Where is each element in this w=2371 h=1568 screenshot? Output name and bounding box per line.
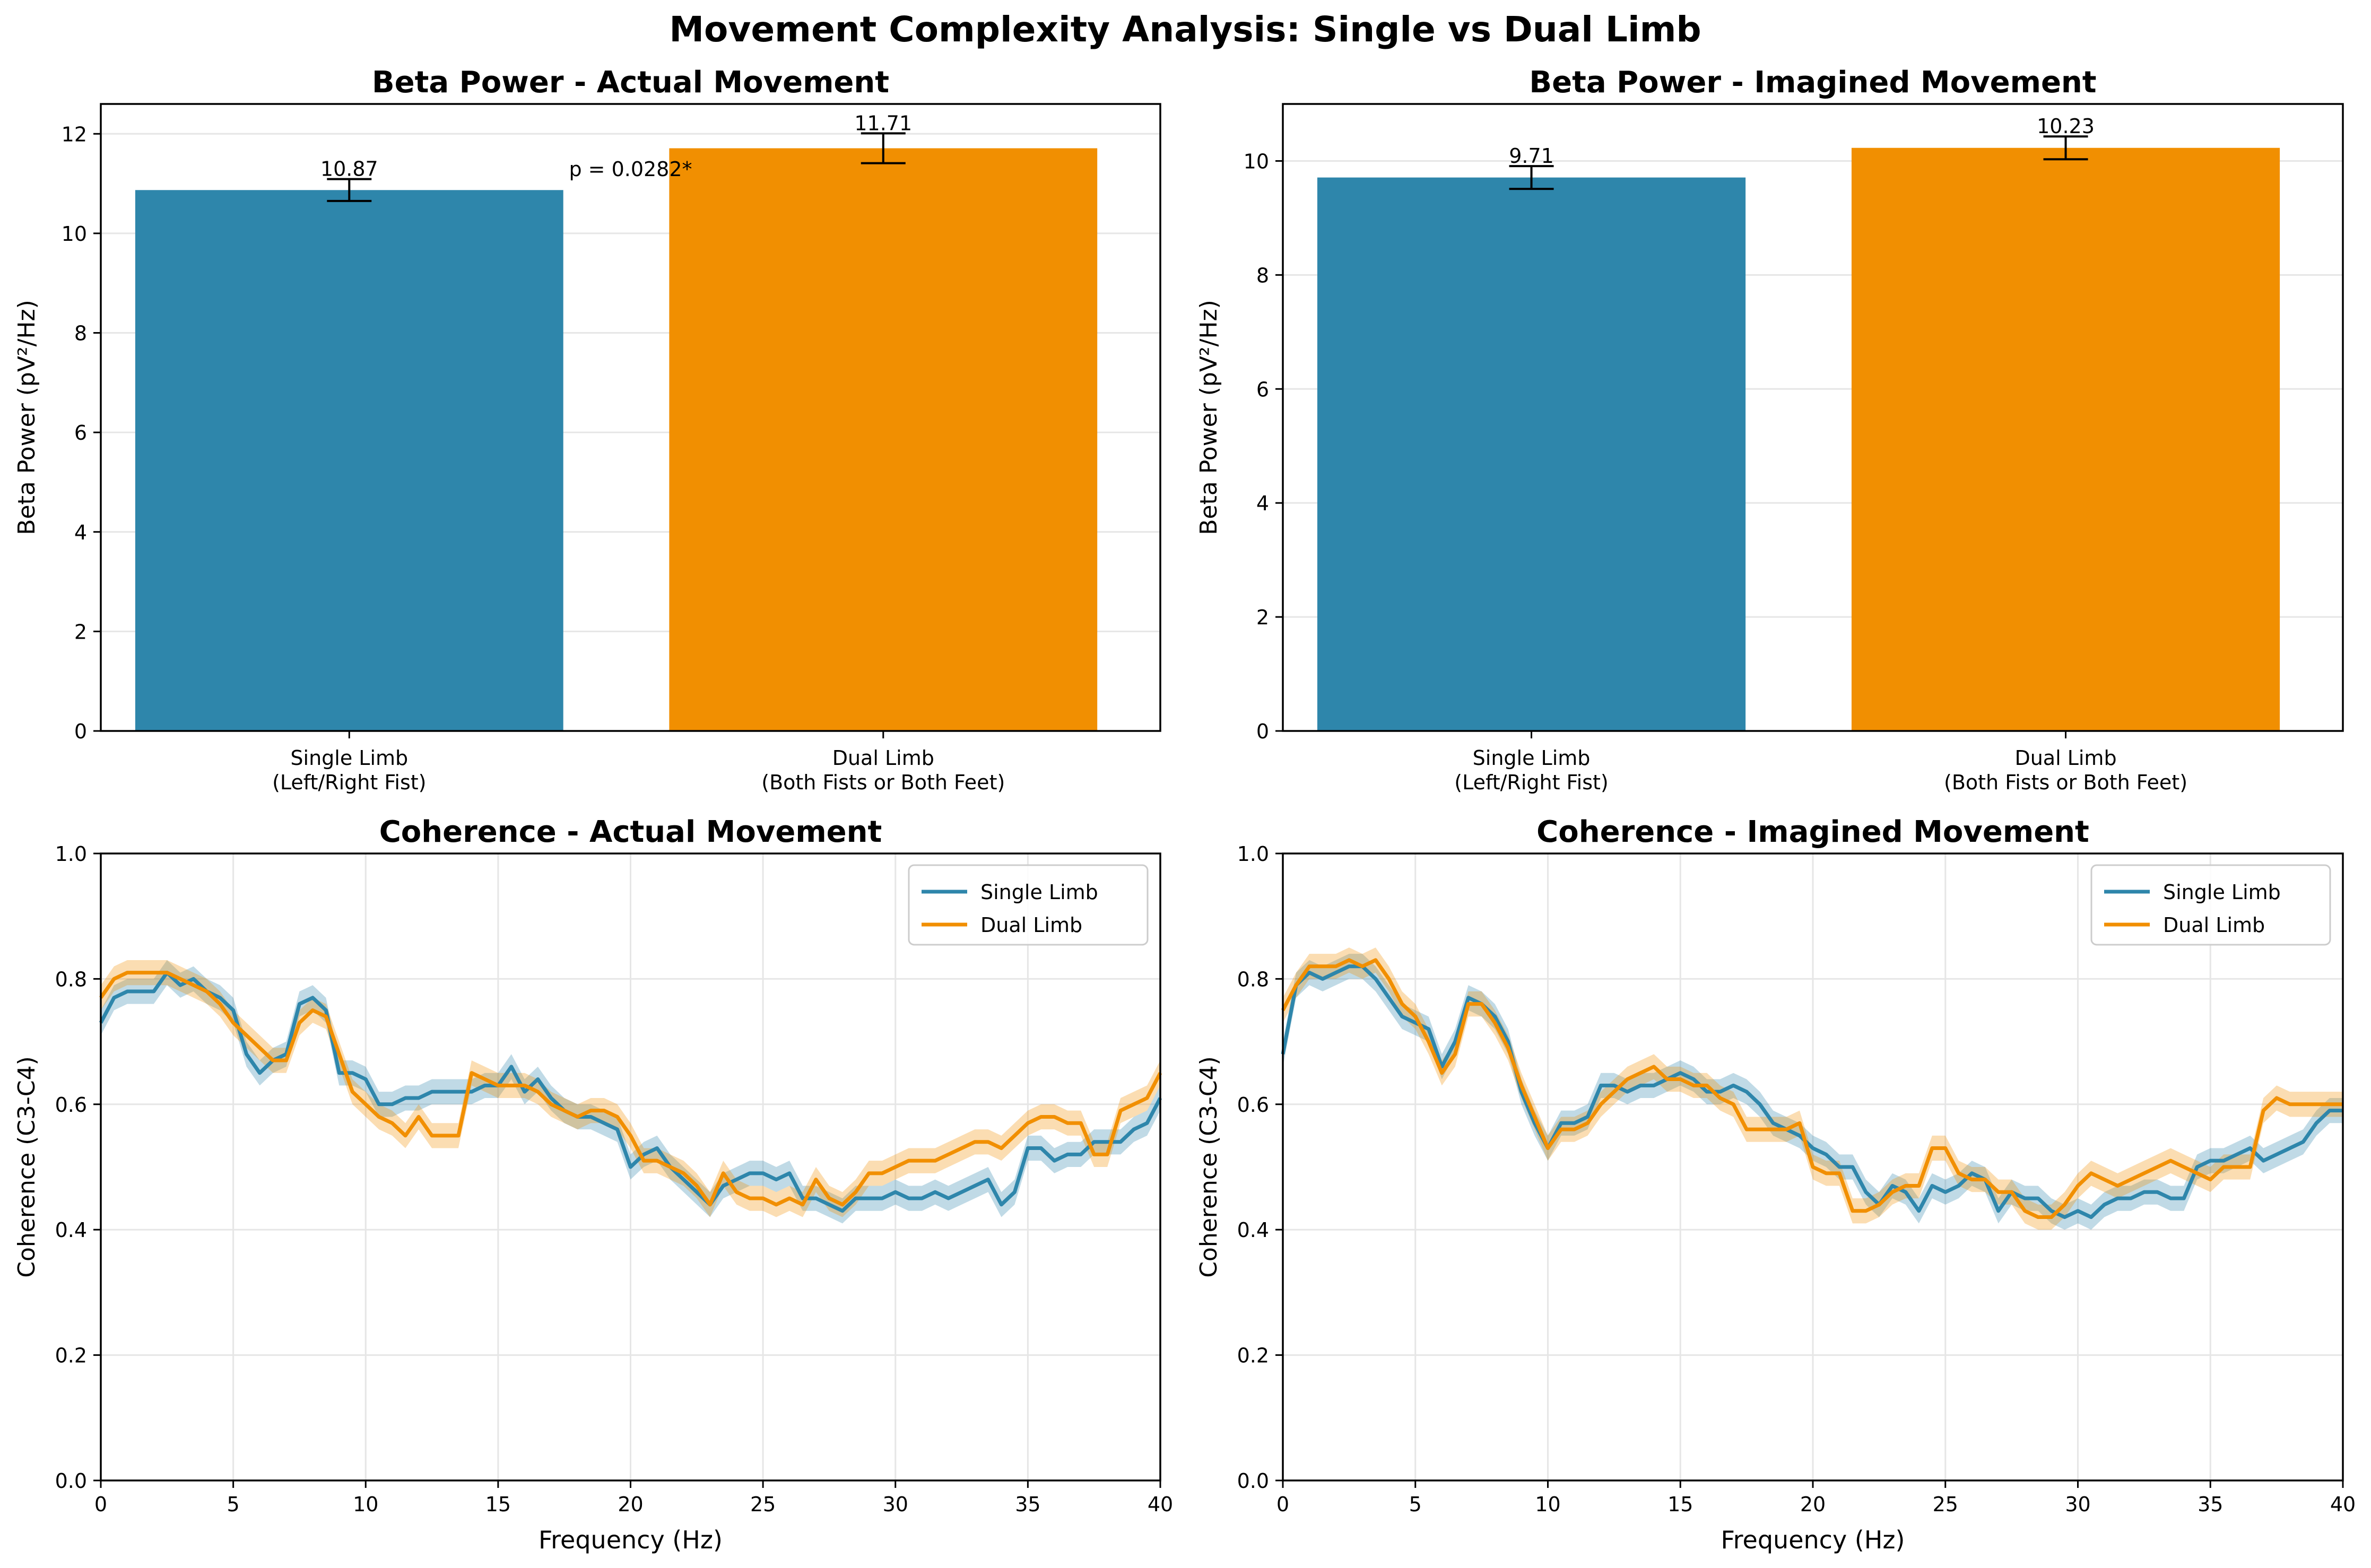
x-tick-label: 15 xyxy=(1667,1493,1693,1516)
y-tick-label: 0.4 xyxy=(55,1218,87,1242)
panel-title: Beta Power - Actual Movement xyxy=(372,65,889,100)
axes-frame xyxy=(100,852,1161,1482)
y-tick-label: 4 xyxy=(74,521,87,544)
x-tick-label: 30 xyxy=(2065,1493,2090,1516)
x-tick-label: (Both Fists or Both Feet) xyxy=(1944,771,2187,794)
x-tick-label: 5 xyxy=(227,1493,240,1516)
x-tick-label: Single Limb xyxy=(1473,746,1591,770)
y-tick-label: 0.0 xyxy=(55,1469,87,1493)
y-tick-label: 0.4 xyxy=(1237,1218,1269,1242)
y-tick-label: 12 xyxy=(62,123,87,146)
panel-3: Coherence - Actual Movement Coherence (C3… xyxy=(13,815,1173,1554)
y-tick-label: 1.0 xyxy=(1237,842,1269,866)
series-line xyxy=(1281,964,2343,1219)
x-tick-label: 20 xyxy=(618,1493,643,1516)
x-axis-label: Frequency (Hz) xyxy=(1721,1526,1905,1554)
y-tick-label: 0.2 xyxy=(55,1344,87,1367)
legend-label: Dual Limb xyxy=(980,913,1082,937)
confidence-band xyxy=(101,960,1160,1224)
x-tick-label: 0 xyxy=(94,1493,107,1516)
axes-frame xyxy=(1282,103,2344,732)
series-line xyxy=(1281,958,2343,1219)
bar xyxy=(135,190,563,731)
series-line xyxy=(99,971,1162,1207)
x-tick-label: 40 xyxy=(2330,1493,2356,1516)
x-tick-label: 40 xyxy=(1148,1493,1173,1516)
x-tick-label: (Left/Right Fist) xyxy=(1454,771,1608,794)
y-tick-label: 8 xyxy=(1256,264,1269,287)
y-tick-label: 0.0 xyxy=(1237,1469,1269,1493)
x-tick-label: 35 xyxy=(1015,1493,1040,1516)
legend-label: Single Limb xyxy=(2163,881,2281,904)
x-tick-label: (Both Fists or Both Feet) xyxy=(761,771,1005,794)
confidence-band xyxy=(1283,954,2343,1230)
y-tick-label: 0 xyxy=(74,720,87,743)
panel-4: Coherence - Imagined Movement Coherence (… xyxy=(1195,815,2356,1554)
legend-box xyxy=(908,864,1149,946)
panel-title: Coherence - Actual Movement xyxy=(379,815,882,849)
bar xyxy=(669,148,1098,731)
panel-title: Beta Power - Imagined Movement xyxy=(1529,65,2096,100)
legend-label: Dual Limb xyxy=(2163,913,2265,937)
x-tick-label: Dual Limb xyxy=(2014,746,2116,770)
y-axis-label: Beta Power (pV²/Hz) xyxy=(1195,300,1222,535)
axes-frame xyxy=(100,103,1161,732)
confidence-band xyxy=(1283,947,2343,1230)
x-tick-label: 0 xyxy=(1276,1493,1289,1516)
y-tick-label: 0.6 xyxy=(55,1093,87,1117)
y-tick-label: 0 xyxy=(1256,720,1269,743)
y-tick-label: 10 xyxy=(62,222,87,246)
y-tick-label: 2 xyxy=(1256,606,1269,629)
y-tick-label: 0.6 xyxy=(1237,1093,1269,1117)
legend-box xyxy=(2090,864,2331,946)
y-axis-label: Coherence (C3-C4) xyxy=(1195,1056,1222,1278)
x-tick-label: 30 xyxy=(883,1493,908,1516)
bar xyxy=(1851,147,2280,731)
y-tick-label: 0.8 xyxy=(55,968,87,991)
axes-frame xyxy=(1282,852,2344,1482)
x-tick-label: 5 xyxy=(1409,1493,1422,1516)
p-value-annotation: p = 0.0282* xyxy=(569,158,692,181)
x-axis-label: Frequency (Hz) xyxy=(539,1526,723,1554)
confidence-band xyxy=(101,960,1160,1217)
y-tick-label: 8 xyxy=(74,322,87,345)
x-tick-label: 10 xyxy=(1535,1493,1560,1516)
panel-1: Beta Power - Actual Movement Beta Power (… xyxy=(13,65,1161,794)
panel-title: Coherence - Imagined Movement xyxy=(1536,815,2089,849)
x-tick-label: 10 xyxy=(353,1493,378,1516)
bar xyxy=(1317,177,1746,731)
y-tick-label: 2 xyxy=(74,620,87,643)
y-axis-label: Beta Power (pV²/Hz) xyxy=(13,300,40,535)
x-tick-label: 25 xyxy=(750,1493,776,1516)
series-line xyxy=(99,971,1162,1213)
x-tick-label: (Left/Right Fist) xyxy=(272,771,426,794)
y-tick-label: 4 xyxy=(1256,492,1269,515)
y-tick-label: 10 xyxy=(1244,150,1269,173)
x-tick-label: 20 xyxy=(1800,1493,1826,1516)
x-tick-label: 35 xyxy=(2198,1493,2223,1516)
figure-title: Movement Complexity Analysis: Single vs … xyxy=(669,9,1701,50)
y-axis-label: Coherence (C3-C4) xyxy=(13,1056,40,1278)
data-label: 11.71 xyxy=(854,111,912,135)
y-tick-label: 6 xyxy=(74,421,87,445)
panel-2: Beta Power - Imagined Movement Beta Power… xyxy=(1195,65,2344,794)
x-tick-label: 15 xyxy=(485,1493,511,1516)
x-tick-label: Dual Limb xyxy=(832,746,934,770)
y-tick-label: 6 xyxy=(1256,378,1269,401)
x-tick-label: Single Limb xyxy=(290,746,408,770)
legend-label: Single Limb xyxy=(980,881,1098,904)
y-tick-label: 1.0 xyxy=(55,842,87,866)
data-label: 9.71 xyxy=(1509,144,1554,168)
y-tick-label: 0.8 xyxy=(1237,968,1269,991)
data-label: 10.87 xyxy=(320,158,378,181)
data-label: 10.23 xyxy=(2037,115,2095,138)
x-tick-label: 25 xyxy=(1933,1493,1958,1516)
y-tick-label: 0.2 xyxy=(1237,1344,1269,1367)
